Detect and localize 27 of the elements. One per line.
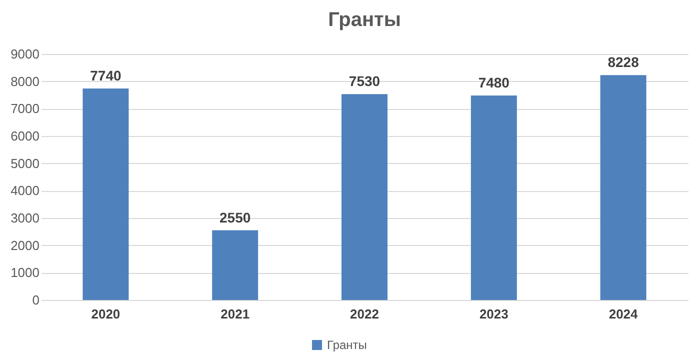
- x-tick-label: 2021: [220, 306, 250, 322]
- y-tick-label: 1000: [10, 265, 40, 280]
- y-tick-label: 2000: [10, 238, 40, 253]
- data-label: 7530: [348, 73, 380, 90]
- x-tick-label: 2023: [479, 306, 508, 322]
- bar: [600, 75, 646, 300]
- y-tick-label: 8000: [10, 74, 40, 89]
- y-tick-label: 9000: [10, 46, 40, 62]
- y-tick-label: 5000: [10, 156, 40, 171]
- data-label: 8228: [608, 54, 640, 70]
- y-tick-label: 3000: [10, 210, 40, 226]
- bar: [342, 94, 388, 300]
- chart-title: Гранты: [328, 9, 401, 31]
- x-tick-label: 2020: [91, 306, 120, 322]
- y-tick-label: 4000: [10, 183, 40, 198]
- y-tick-label: 6000: [10, 128, 40, 144]
- x-tick-label: 2022: [350, 306, 379, 322]
- bar: [212, 230, 258, 300]
- y-tick-label: 0: [32, 292, 40, 308]
- bar: [470, 96, 517, 300]
- bar: [82, 88, 129, 300]
- legend-label: Гранты: [327, 338, 367, 352]
- y-tick-label: 7000: [10, 101, 40, 116]
- data-label: 7740: [90, 67, 122, 84]
- x-tick-label: 2024: [608, 306, 639, 322]
- data-label: 2550: [220, 209, 251, 226]
- data-label: 7480: [478, 74, 510, 91]
